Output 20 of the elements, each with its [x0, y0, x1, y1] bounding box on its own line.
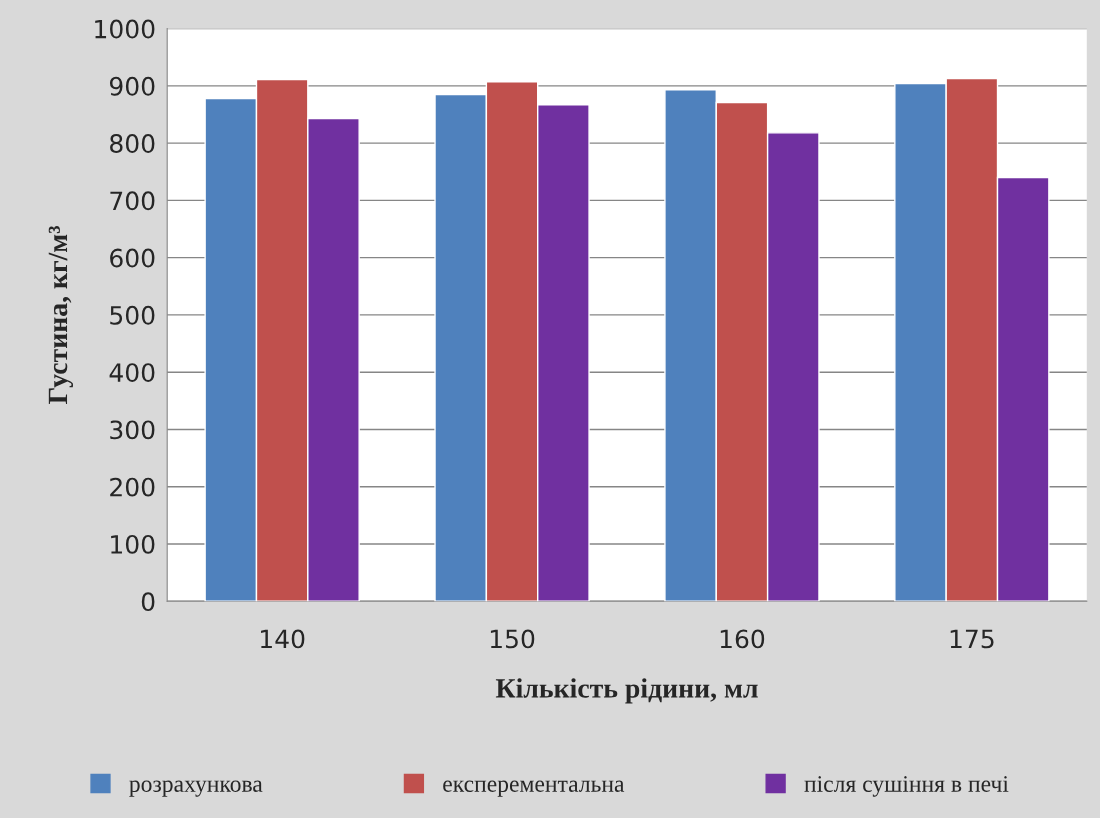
y-tick-label: 0 [141, 592, 155, 612]
y-tick-label: 100 [111, 534, 155, 554]
legend-label: розрахункова [129, 780, 263, 797]
legend-label: після сушіння в печі [804, 776, 1009, 797]
x-tick-label: 140 [261, 629, 305, 649]
legend-label: експерементальна [443, 780, 625, 797]
y-tick-label: 500 [110, 305, 155, 325]
x-tick-label: 160 [720, 629, 765, 649]
y-axis-title: Густина, кг/м³ [48, 226, 74, 404]
y-tick-label: 600 [110, 248, 155, 268]
y-tick-label: 1000 [95, 19, 155, 39]
x-axis-title: Кількість рідини, мл [495, 678, 758, 704]
y-tick-label: 700 [110, 191, 155, 211]
y-tick-label: 800 [110, 134, 155, 153]
x-tick-label: 150 [490, 629, 535, 649]
y-tick-label: 900 [109, 76, 155, 96]
y-tick-label: 400 [109, 363, 155, 383]
y-tick-label: 200 [110, 477, 155, 497]
y-tick-label: 300 [110, 420, 155, 440]
x-tick-label: 175 [950, 629, 994, 649]
